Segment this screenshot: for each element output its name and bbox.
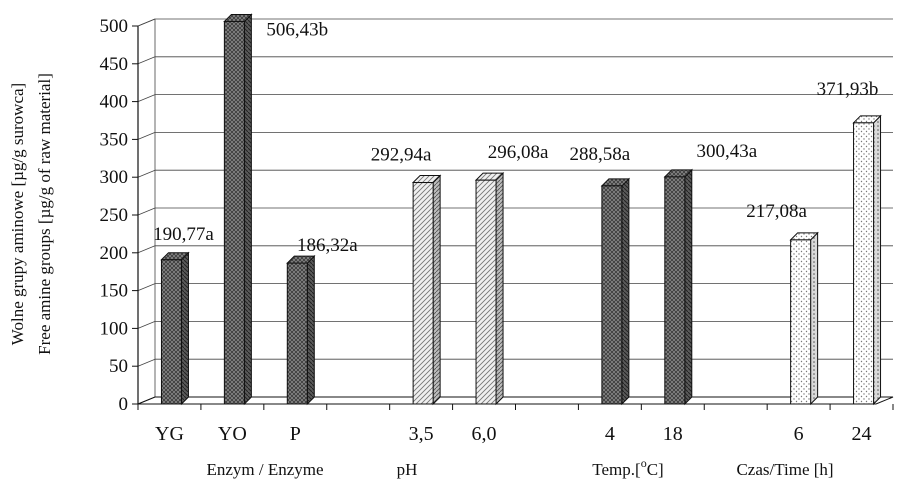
- bar: [160, 251, 190, 406]
- bar: [411, 174, 442, 406]
- bar-front: [790, 239, 812, 405]
- bar-front: [601, 185, 623, 405]
- y-tick-label: 450: [100, 54, 129, 75]
- bar-front: [412, 182, 434, 405]
- bar-front: [286, 262, 308, 405]
- axes: [132, 18, 894, 410]
- data-label: 296,08a: [488, 142, 549, 163]
- x-tick-label: YG: [155, 423, 184, 445]
- x-tick-label: 24: [852, 423, 872, 445]
- side-wall-gridline: [137, 207, 156, 216]
- group-label: Temp.[oC]: [592, 456, 663, 479]
- y-axis-title-en: Free amine groups [µg/g of raw material]: [35, 73, 54, 355]
- bar-front: [853, 122, 875, 405]
- bar-side: [306, 254, 315, 406]
- group-label: pH: [397, 460, 418, 479]
- x-tick-label: 6: [794, 423, 804, 445]
- bar-front: [475, 179, 497, 405]
- y-tick-label: 350: [100, 129, 129, 150]
- y-tick-label: 0: [119, 394, 129, 415]
- data-labels: 190,77a 506,43b 186,32a 292,94a 296,08a 288,5…: [153, 19, 878, 256]
- bar-side: [621, 177, 630, 406]
- bar-front: [664, 176, 686, 405]
- bar-side: [684, 168, 693, 406]
- data-label: 371,93b: [817, 79, 879, 100]
- data-label: 186,32a: [297, 235, 358, 256]
- bar: [286, 254, 316, 406]
- bar-side: [432, 174, 441, 406]
- side-wall-gridline: [137, 283, 156, 291]
- bar-side: [180, 251, 189, 406]
- bars: [160, 13, 882, 406]
- floor-plane: [137, 396, 894, 405]
- bar: [663, 168, 693, 406]
- bar-side: [810, 231, 819, 406]
- bar: [852, 114, 882, 406]
- side-wall-gridline: [137, 169, 156, 178]
- x-tick-label: 4: [605, 423, 615, 445]
- data-label: 292,94a: [371, 145, 432, 166]
- x-tick-label: 6,0: [472, 423, 497, 445]
- bar-front: [160, 259, 182, 405]
- data-label: 288,58a: [570, 144, 631, 165]
- bar-side: [243, 13, 252, 406]
- side-wall-gridline: [137, 94, 156, 102]
- y-tick-label: 150: [100, 281, 129, 302]
- bar: [474, 171, 505, 406]
- group-labels: Enzym / Enzyme pH Temp.[oC] Czas/Time [h]: [206, 456, 833, 479]
- group-label: Enzym / Enzyme: [206, 460, 323, 479]
- y-axis-titles: Wolne grupy aminowe [µg/g surowca] Free …: [8, 73, 54, 355]
- bar: [789, 231, 819, 406]
- top-wall-edge: [137, 18, 156, 27]
- x-tick-label: YO: [218, 423, 247, 445]
- group-label: Czas/Time [h]: [736, 460, 833, 479]
- side-wall-gridline: [137, 56, 156, 65]
- data-label: 190,77a: [153, 224, 214, 245]
- y-tick-label: 200: [100, 243, 129, 264]
- bar-front: [223, 20, 245, 405]
- y-tick-label: 400: [100, 92, 129, 113]
- y-tick-label: 500: [100, 16, 129, 37]
- bar: [223, 13, 253, 406]
- bar-side: [873, 114, 882, 406]
- side-wall-gridline: [137, 245, 156, 254]
- y-tick-label: 300: [100, 167, 129, 188]
- side-wall-gridline: [137, 358, 156, 367]
- data-label: 506,43b: [266, 19, 328, 40]
- x-tick-label: 3,5: [409, 423, 434, 445]
- data-label: 217,08a: [746, 201, 807, 222]
- bar-side: [495, 171, 504, 406]
- y-tick-label: 100: [100, 318, 129, 339]
- x-tick-label: P: [290, 423, 301, 445]
- y-tick-label: 250: [100, 205, 129, 226]
- bar: [600, 177, 631, 406]
- gridlines: [137, 18, 893, 405]
- side-wall-gridline: [137, 132, 156, 140]
- data-label: 300,43a: [696, 141, 757, 162]
- tick-labels: 0 50 100 150 200 250 300 350 400 450 500 YG YO P 3,5 6,…: [100, 16, 872, 445]
- y-axis-title-pl: Wolne grupy aminowe [µg/g surowca]: [8, 83, 27, 345]
- x-tick-label: 18: [663, 423, 683, 445]
- side-wall-gridline: [137, 321, 156, 329]
- y-tick-label: 50: [109, 356, 128, 377]
